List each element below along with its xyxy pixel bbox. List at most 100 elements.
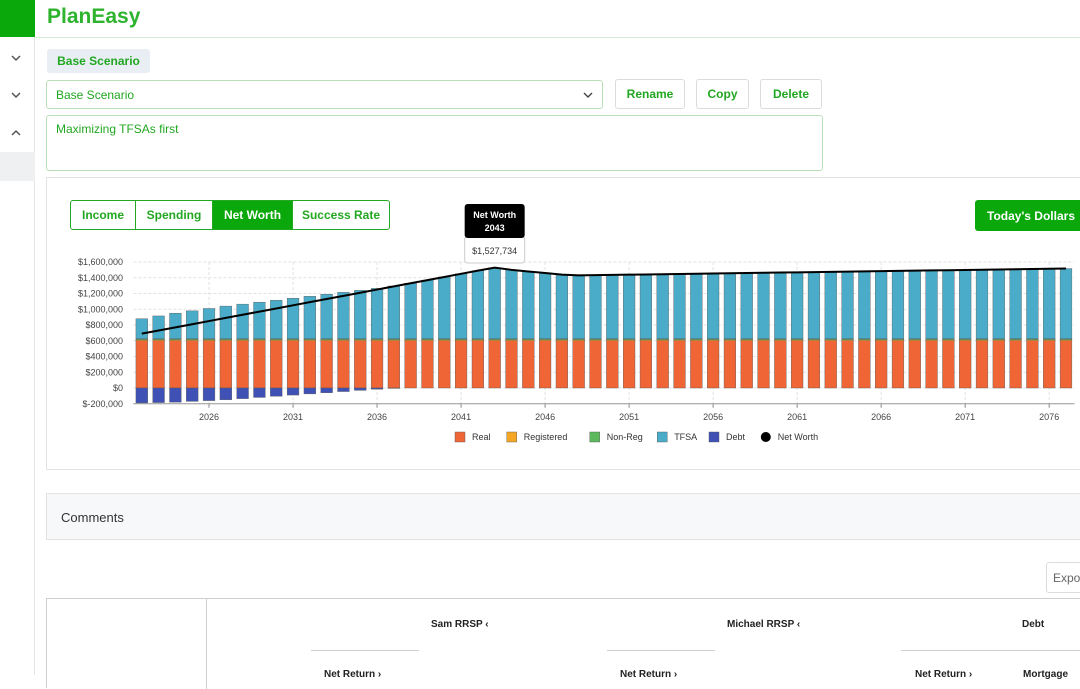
bar-segment (774, 273, 786, 339)
bar-segment (422, 280, 434, 339)
bar-segment (422, 341, 434, 388)
x-tick-label: 2061 (787, 412, 807, 422)
y-tick-label: $800,000 (85, 320, 123, 330)
x-tick-label: 2036 (367, 412, 387, 422)
bar-segment (388, 341, 400, 388)
bar-segment (774, 341, 786, 388)
bar-segment (1043, 341, 1055, 388)
bar-segment (573, 275, 585, 338)
x-tick-label: 2041 (451, 412, 471, 422)
header-rule (607, 650, 715, 651)
legend-marker (761, 432, 771, 442)
bar-segment (338, 341, 350, 388)
bar-segment (438, 341, 450, 388)
bar-segment (270, 341, 282, 388)
bar-segment (674, 341, 686, 388)
header-rule (901, 650, 1080, 651)
bar-segment (371, 388, 383, 389)
y-tick-label: $1,200,000 (78, 289, 123, 299)
x-tick-label: 2031 (283, 412, 303, 422)
bar-segment (892, 341, 904, 388)
bar-segment (522, 341, 534, 388)
legend-marker (455, 432, 465, 442)
bar-segment (539, 273, 551, 339)
bar-segment (993, 269, 1005, 338)
bar-segment (136, 388, 148, 403)
bar-segment (203, 341, 215, 388)
bar-segment (707, 273, 719, 338)
bar-segment (909, 271, 921, 339)
table-header[interactable]: Sam RRSP ‹ (431, 619, 489, 630)
bar-segment (237, 341, 249, 388)
bar-segment (153, 388, 165, 403)
bar-segment (254, 388, 266, 397)
bar-segment (220, 388, 232, 400)
legend-marker (657, 432, 667, 442)
bar-segment (556, 341, 568, 388)
tooltip-value: $1,527,734 (472, 246, 517, 256)
bar-segment (623, 341, 635, 388)
bar-segment (203, 388, 215, 401)
y-tick-label: $400,000 (85, 352, 123, 362)
comments-title: Comments (61, 510, 124, 525)
y-tick-label: $1,000,000 (78, 304, 123, 314)
tooltip-title: Net Worth (473, 210, 516, 220)
bar-segment (808, 272, 820, 339)
x-tick-label: 2046 (535, 412, 555, 422)
legend-label: Real (472, 432, 491, 442)
bar-segment (405, 283, 417, 339)
chart: $-200,000$0$200,000$400,000$600,000$800,… (0, 0, 1080, 470)
bar-segment (640, 341, 652, 388)
bar-segment (321, 294, 333, 338)
bar-segment (959, 270, 971, 339)
header-text: Debt (1022, 619, 1044, 630)
bar-segment (203, 308, 215, 338)
bar-segment (926, 270, 938, 338)
bar-segment (791, 272, 803, 338)
bar-segment (455, 341, 467, 388)
bar-segment (959, 341, 971, 388)
legend-marker (507, 432, 517, 442)
bar-segment (909, 341, 921, 388)
header-text: Sam RRSP (431, 619, 483, 630)
bar-segment (304, 388, 316, 394)
export-button[interactable]: Export (1046, 562, 1080, 593)
x-tick-label: 2076 (1039, 412, 1059, 422)
table-header[interactable]: Michael RRSP ‹ (727, 619, 800, 630)
bar-segment (338, 292, 350, 338)
table-divider (206, 599, 207, 689)
bar-segment (825, 341, 837, 388)
bar-segment (623, 275, 635, 339)
bar-segment (758, 273, 770, 339)
bar-segment (741, 341, 753, 388)
bar-segment (590, 275, 602, 339)
legend-label: Registered (524, 432, 568, 442)
bar-segment (472, 341, 484, 388)
bar-segment (976, 270, 988, 339)
x-tick-label: 2056 (703, 412, 723, 422)
bar-segment (338, 388, 350, 392)
bar-segment (371, 288, 383, 338)
x-tick-label: 2066 (871, 412, 891, 422)
bar-segment (455, 274, 467, 339)
legend-marker (590, 432, 600, 442)
bar-segment (270, 300, 282, 339)
bar-segment (388, 286, 400, 339)
bar-segment (371, 341, 383, 388)
x-tick-label: 2026 (199, 412, 219, 422)
bar-segment (522, 271, 534, 338)
bar-segment (657, 341, 669, 388)
bar-segment (942, 341, 954, 388)
bar-segment (1027, 269, 1039, 339)
bar-segment (506, 270, 518, 339)
bar-segment (858, 341, 870, 388)
bar-segment (506, 341, 518, 388)
bar-segment (1060, 269, 1072, 339)
bar-segment (254, 302, 266, 339)
bar-segment (405, 341, 417, 388)
bar-segment (287, 388, 299, 395)
comments-panel[interactable]: Comments (46, 493, 1080, 540)
legend-label: Debt (726, 432, 746, 442)
bar-segment (892, 271, 904, 339)
